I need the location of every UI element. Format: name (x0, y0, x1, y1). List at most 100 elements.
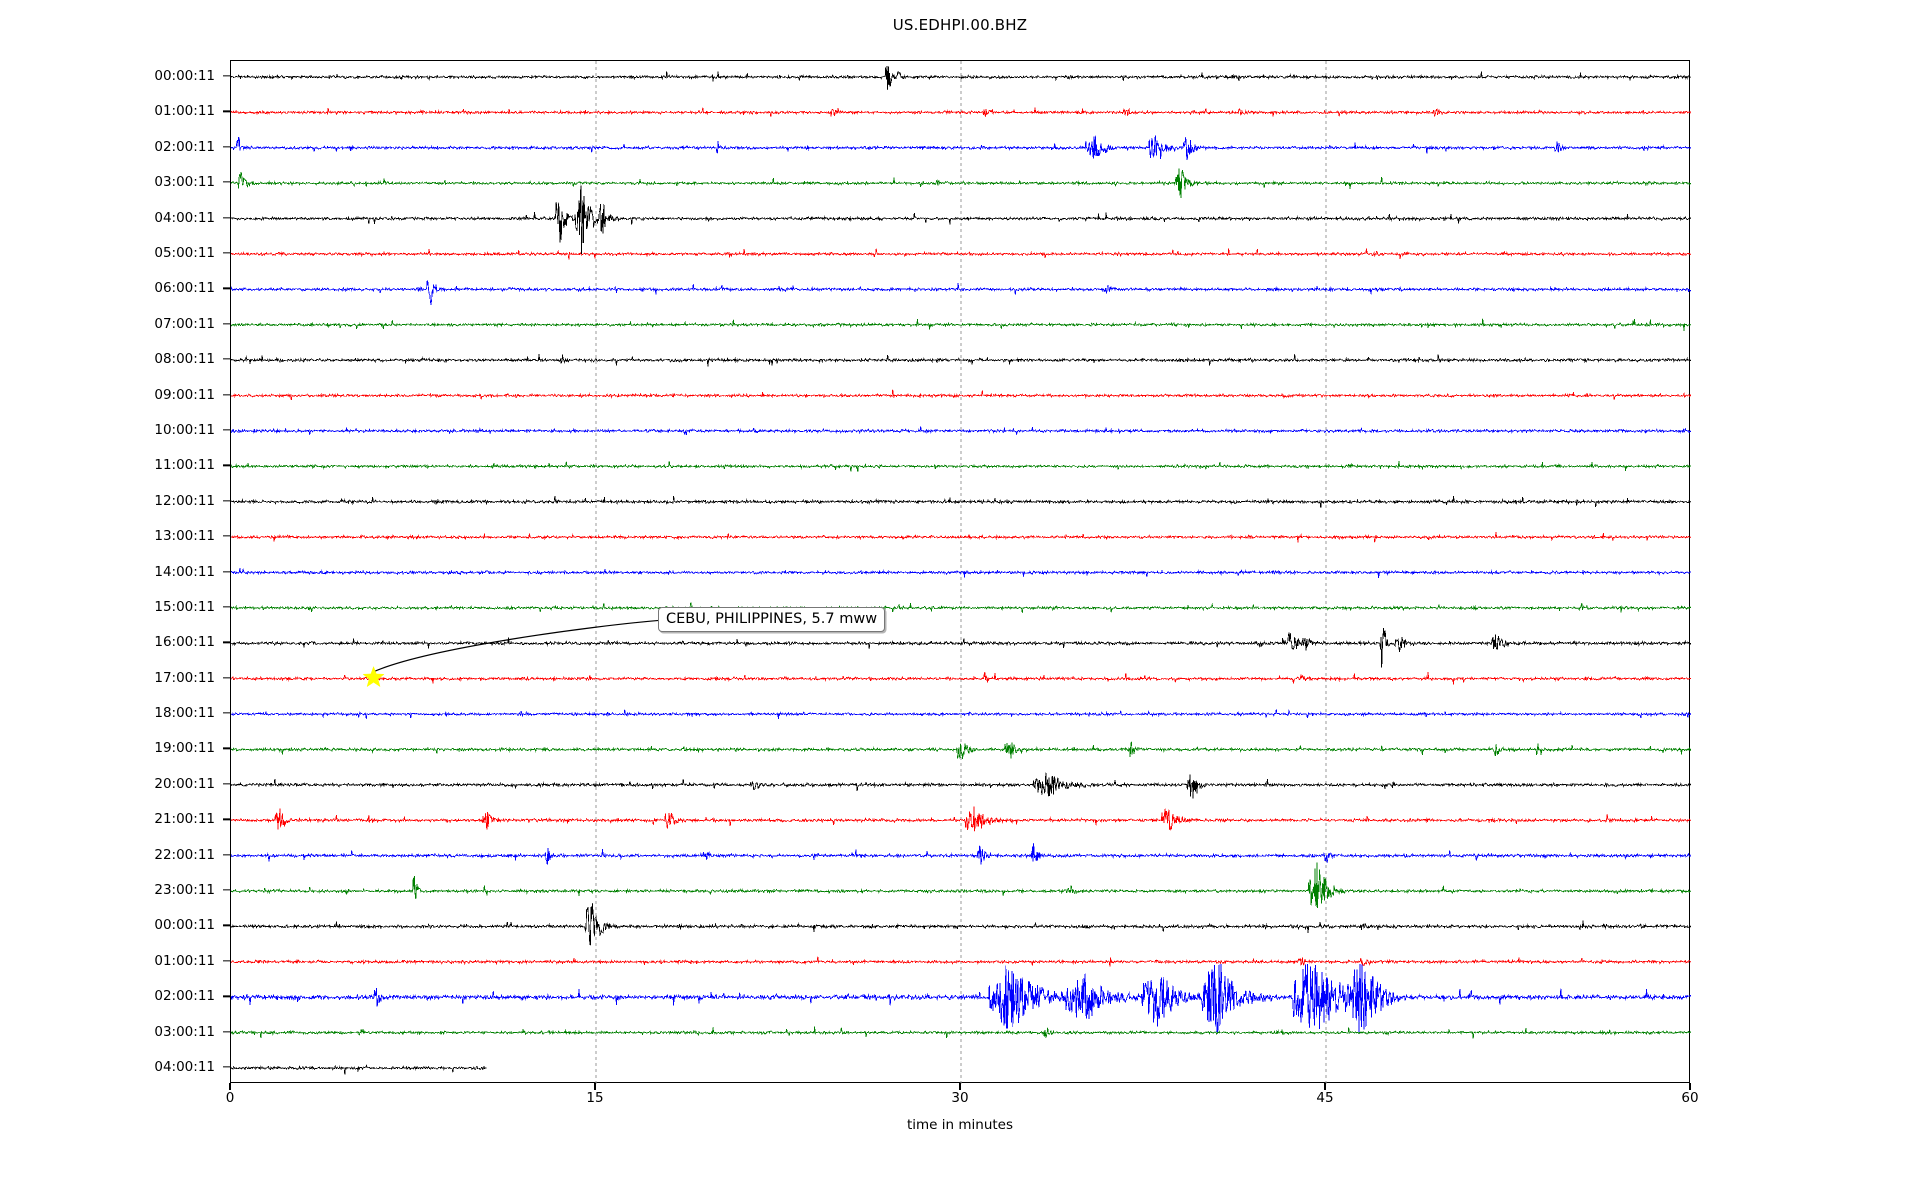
y-axis-tick-mark (223, 500, 230, 502)
y-axis-tick-mark (223, 429, 230, 431)
earthquake-annotation-label[interactable]: CEBU, PHILIPPINES, 5.7 mww (658, 607, 886, 633)
y-axis-tick-mark (223, 181, 230, 183)
trace-line (231, 279, 1691, 305)
y-axis-tick-label: 23:00:11 (154, 882, 215, 899)
y-axis-tick-label: 13:00:11 (154, 528, 215, 545)
x-axis-tick-label: 15 (586, 1090, 604, 1106)
trace-line (231, 843, 1691, 865)
y-axis-tick-label: 07:00:11 (154, 315, 215, 332)
y-axis-tick-mark (223, 889, 230, 891)
x-axis-tick-mark (1689, 1083, 1691, 1090)
trace-line (231, 956, 1691, 967)
trace-line (231, 1026, 1691, 1039)
y-axis-tick-mark (223, 677, 230, 679)
trace-line (231, 65, 1691, 91)
trace-line (231, 602, 1691, 613)
y-axis-tick-label: 20:00:11 (154, 775, 215, 792)
y-axis-tick-label: 02:00:11 (154, 138, 215, 155)
trace-line (231, 389, 1691, 401)
y-axis-tick-label: 15:00:11 (154, 598, 215, 615)
y-axis-tick-mark (223, 818, 230, 820)
y-axis-tick-mark (223, 535, 230, 537)
y-axis-tick-label: 11:00:11 (154, 457, 215, 474)
y-axis-tick-label: 01:00:11 (154, 952, 215, 969)
y-axis-tick-mark (223, 747, 230, 750)
y-axis-tick-label: 19:00:11 (154, 740, 215, 757)
y-axis-tick-label: 18:00:11 (154, 705, 215, 722)
trace-line (231, 741, 1691, 759)
y-axis-tick-mark (223, 853, 230, 856)
y-axis-tick-label: 21:00:11 (154, 811, 215, 828)
y-axis-tick-label: 00:00:11 (154, 917, 215, 934)
trace-line (231, 772, 1691, 799)
y-axis-tick-label: 02:00:11 (154, 988, 215, 1005)
trace-line (231, 671, 1691, 685)
x-axis-tick-mark (1324, 1083, 1326, 1090)
trace-line (231, 1063, 487, 1075)
y-axis-tick-mark (223, 464, 230, 466)
y-axis-tick-label: 10:00:11 (154, 421, 215, 438)
y-axis-tick-mark (223, 252, 230, 254)
y-axis-tick-label: 06:00:11 (154, 280, 215, 297)
trace-line (231, 806, 1691, 832)
trace-line (231, 318, 1691, 331)
x-axis-label: time in minutes (906, 1117, 1014, 1133)
y-axis-tick-mark (223, 570, 230, 573)
trace-line (231, 532, 1691, 543)
x-axis-tick-label: 60 (1681, 1090, 1699, 1106)
y-axis-tick-label: 03:00:11 (154, 174, 215, 191)
y-axis-tick-mark (223, 606, 230, 608)
trace-line (231, 354, 1691, 367)
y-axis-tick-label: 16:00:11 (154, 634, 215, 651)
y-axis-tick-label: 04:00:11 (154, 209, 215, 226)
y-axis-tick-mark (223, 924, 230, 927)
trace-line (231, 461, 1691, 473)
y-axis-tick-label: 01:00:11 (154, 103, 215, 120)
y-axis-tick-label: 17:00:11 (154, 669, 215, 686)
seismogram-traces (231, 61, 1691, 1084)
x-axis-tick-mark (959, 1083, 961, 1090)
trace-line (231, 862, 1691, 909)
y-axis-tick-mark (223, 641, 230, 643)
y-axis-tick-label: 04:00:11 (154, 1059, 215, 1075)
trace-line (231, 168, 1691, 198)
page-title: US.EDHPI.00.BHZ (892, 16, 1028, 34)
x-axis-tick-label: 45 (1316, 1090, 1334, 1106)
y-axis-tick-mark (223, 287, 230, 289)
y-axis-tick-mark (223, 146, 230, 148)
y-axis-tick-label: 22:00:11 (154, 846, 215, 863)
trace-line (231, 709, 1691, 720)
y-axis-tick-mark (223, 75, 230, 77)
trace-line (231, 134, 1691, 161)
trace-line (231, 567, 1691, 579)
x-axis-tick-label: 30 (951, 1090, 969, 1106)
trace-line (231, 495, 1691, 509)
trace-line (231, 248, 1691, 260)
y-axis-tick-mark (223, 783, 230, 785)
trace-line (231, 902, 1691, 946)
trace-line (231, 107, 1691, 118)
y-axis-tick-mark (223, 960, 230, 962)
y-axis-tick-mark (223, 1030, 230, 1033)
y-axis-tick-mark (223, 712, 230, 714)
plot-axes (230, 60, 1691, 1084)
x-axis-tick-mark (594, 1083, 596, 1090)
y-axis-tick-mark (223, 110, 230, 113)
y-axis-tick-mark (223, 323, 230, 325)
y-axis-tick-mark (223, 995, 230, 997)
y-axis-tick-label: 14:00:11 (154, 563, 215, 580)
y-axis-tick-label: 05:00:11 (154, 244, 215, 261)
x-axis-tick-label: 0 (225, 1090, 235, 1106)
y-axis-tick-mark (223, 1066, 230, 1068)
y-axis-tick-label: 03:00:11 (154, 1023, 215, 1040)
y-axis-tick-mark (223, 358, 230, 360)
y-axis-tick-label: 12:00:11 (154, 492, 215, 509)
trace-line (231, 963, 1691, 1033)
trace-line (231, 426, 1691, 436)
trace-line (231, 185, 1691, 254)
y-axis-tick-label: 00:00:11 (154, 68, 215, 84)
x-axis-tick-mark (229, 1083, 231, 1090)
y-axis-tick-mark (223, 393, 230, 396)
y-axis-tick-label: 08:00:11 (154, 351, 215, 368)
